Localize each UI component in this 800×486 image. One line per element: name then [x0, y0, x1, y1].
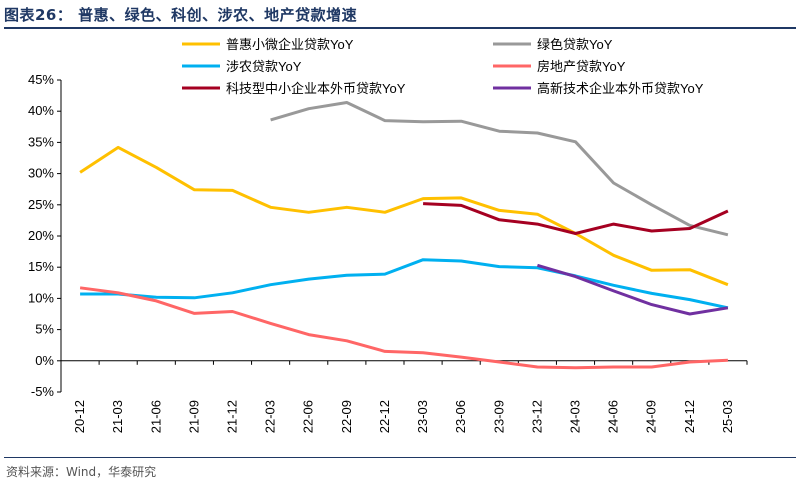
- series-layer: [79, 101, 729, 370]
- y-tick-label: 30%: [28, 166, 54, 181]
- figure-title: 图表26： 普惠、绿色、科创、涉农、地产贷款增速: [4, 6, 358, 24]
- legend-label: 普惠小微企业贷款YoY: [226, 37, 354, 52]
- series-line-1: [79, 145, 729, 287]
- series-line-3: [80, 258, 729, 310]
- x-tick-label: 22-09: [339, 400, 354, 433]
- x-tick-label: 23-12: [529, 400, 544, 433]
- legend-label: 科技型中小企业本外币贷款YoY: [226, 81, 406, 96]
- title-rule: [4, 27, 796, 29]
- x-tick-label: 24-12: [682, 400, 697, 433]
- chart-legend: 普惠小微企业贷款YoY 绿色贷款YoY 涉农贷款YoY 房地产贷款YoY 科技型中小企业…: [182, 37, 704, 96]
- chart-axes: -5% 0% 5% 10% 15% 20% 25% 30% 35% 40% 45% 20-12 21-0…: [28, 72, 748, 433]
- y-tick-label: -5%: [31, 384, 55, 399]
- legend-label: 涉农贷款YoY: [226, 59, 302, 74]
- series-line-4: [79, 286, 728, 370]
- y-tick-label: 40%: [28, 103, 54, 118]
- y-tick-label: 15%: [28, 259, 54, 274]
- x-tick-label: 24-06: [606, 400, 621, 433]
- x-tick-label: 22-12: [377, 400, 392, 433]
- y-tick-label: 35%: [28, 134, 54, 149]
- x-tick-label: 23-09: [491, 400, 506, 433]
- x-tick-label: 23-06: [453, 400, 468, 433]
- x-tick-label: 24-03: [568, 400, 583, 433]
- legend-label: 绿色贷款YoY: [537, 37, 613, 52]
- series-line-2: [270, 101, 729, 237]
- legend-label: 房地产贷款YoY: [537, 59, 626, 74]
- x-tick-label: 22-06: [301, 400, 316, 433]
- source-note: 资料来源：Wind，华泰研究: [6, 465, 157, 479]
- bottom-rule: [4, 457, 796, 458]
- x-tick-label: 21-06: [148, 400, 163, 433]
- series-line-5: [423, 202, 729, 235]
- x-tick-label: 22-03: [263, 400, 278, 433]
- x-tick-label: 20-12: [72, 400, 87, 433]
- y-tick-label: 0%: [35, 353, 54, 368]
- x-tick-label: 24-09: [644, 400, 659, 433]
- series-line-6: [536, 263, 729, 316]
- x-tick-label: 25-03: [720, 400, 735, 433]
- x-tick-label: 21-12: [225, 400, 240, 433]
- y-tick-label: 20%: [28, 228, 54, 243]
- legend-label: 高新技术企业本外币贷款YoY: [537, 81, 704, 96]
- y-tick-label: 45%: [28, 72, 54, 87]
- y-tick-label: 25%: [28, 197, 54, 212]
- y-tick-label: 5%: [35, 322, 54, 337]
- x-tick-label: 21-09: [186, 400, 201, 433]
- x-tick-label: 21-03: [110, 400, 125, 433]
- y-tick-label: 10%: [28, 290, 54, 305]
- x-tick-label: 23-03: [415, 400, 430, 433]
